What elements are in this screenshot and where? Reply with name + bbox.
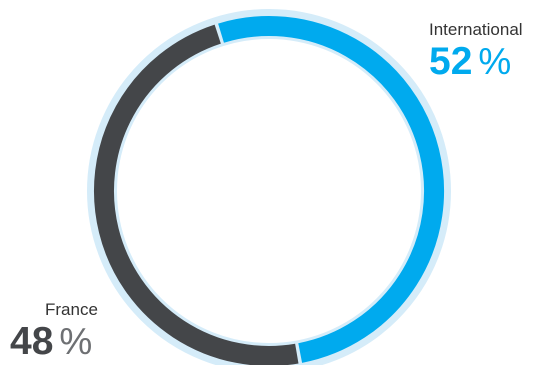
france-label: France [45, 300, 98, 319]
international-label: International [429, 20, 523, 39]
donut-inner-ring [136, 58, 402, 324]
international-unit: % [478, 41, 512, 82]
france-value: 48 [10, 320, 54, 363]
france-slice [94, 24, 299, 365]
france-callout: France 48% [10, 301, 98, 361]
international-slice [218, 16, 445, 363]
international-value: 52 [429, 40, 473, 83]
france-unit: % [59, 321, 93, 362]
international-callout: International 52% [429, 21, 523, 81]
